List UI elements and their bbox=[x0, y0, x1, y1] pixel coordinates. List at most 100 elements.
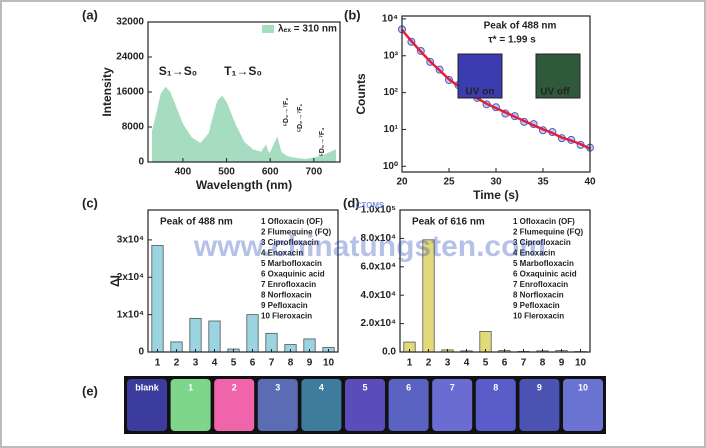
legend-item: 6 Oxaquinic acid bbox=[513, 270, 577, 279]
vial-label: 4 bbox=[319, 382, 324, 392]
vial-label: 2 bbox=[232, 382, 237, 392]
x-tick-label: 7 bbox=[521, 358, 527, 369]
y-tick-label: 0 bbox=[138, 347, 144, 358]
x-tick-label: 5 bbox=[483, 358, 489, 369]
x-tick-label: 500 bbox=[218, 167, 235, 178]
annotation: S₁→S₀ bbox=[159, 64, 197, 78]
y-tick-label: 1x10⁴ bbox=[117, 309, 144, 320]
y-tick-label: 10⁰ bbox=[383, 161, 398, 172]
panel-label: (b) bbox=[344, 7, 361, 22]
fit-line bbox=[401, 29, 591, 150]
bar bbox=[208, 320, 221, 353]
annotation: ⁵D₀→⁷F₄ bbox=[319, 128, 326, 157]
y-tick-label: 10¹ bbox=[384, 124, 399, 135]
vial-photo bbox=[388, 379, 429, 431]
x-tick-label: 10 bbox=[575, 358, 587, 369]
panel: (c) 1 2 3 4 5 6 7 8 9 10 Peak of 488 nm 1 Ofloxacin … bbox=[82, 195, 339, 369]
vial-photo bbox=[301, 379, 342, 431]
x-tick-label: 2 bbox=[174, 358, 180, 369]
panel-label: (e) bbox=[82, 383, 98, 398]
legend-item: 10 Fleroxacin bbox=[513, 312, 564, 321]
panel-label: (a) bbox=[82, 7, 98, 22]
x-tick-label: 600 bbox=[262, 167, 279, 178]
y-tick-label: 16000 bbox=[116, 87, 144, 98]
vial-photo bbox=[214, 379, 255, 431]
annotation: ⁵D₀→⁷F₂ bbox=[283, 98, 290, 127]
x-tick-label: 400 bbox=[175, 167, 192, 178]
annotation: UV on bbox=[466, 87, 495, 98]
x-tick-label: 700 bbox=[305, 167, 322, 178]
legend-item: 9 Pefloxacin bbox=[513, 301, 560, 310]
y-tick-label: 1.0x10⁵ bbox=[361, 205, 397, 216]
panel: (a) λₑₓ = 310 nm 0 8000 16000 24000 32000 400 50… bbox=[82, 7, 341, 192]
x-tick-label: 4 bbox=[212, 358, 218, 369]
vial-photo bbox=[345, 379, 385, 431]
axes-frame bbox=[147, 209, 339, 353]
legend-item: 3 Ciprofloxacin bbox=[261, 238, 319, 247]
legend-item: 5 Marbofloxacin bbox=[261, 259, 322, 268]
vial-label: 3 bbox=[275, 382, 280, 392]
y-tick-label: 2x10⁴ bbox=[117, 272, 144, 283]
y-tick-label: 8000 bbox=[122, 122, 145, 133]
vial-label: 5 bbox=[362, 382, 367, 392]
x-axis-title: Time (s) bbox=[473, 188, 519, 202]
panel-label: (c) bbox=[82, 195, 98, 210]
y-axis-title: Intensity bbox=[100, 67, 114, 117]
vial-label: 10 bbox=[578, 382, 588, 392]
legend-item: 7 Enrofloxacin bbox=[513, 280, 568, 289]
y-tick-label: 32000 bbox=[116, 17, 144, 28]
annotation: Peak of 488 nm bbox=[160, 217, 233, 228]
x-tick-label: 1 bbox=[407, 358, 413, 369]
x-tick-label: 8 bbox=[540, 358, 546, 369]
legend-item: 4 Enoxacin bbox=[261, 249, 303, 258]
x-tick-label: 6 bbox=[250, 358, 256, 369]
x-tick-label: 5 bbox=[231, 358, 237, 369]
x-tick-label: 3 bbox=[445, 358, 451, 369]
x-tick-label: 1 bbox=[155, 358, 161, 369]
vial-photo bbox=[170, 379, 211, 431]
bar bbox=[151, 245, 164, 353]
x-tick-label: 7 bbox=[269, 358, 275, 369]
panel-label: (d) bbox=[343, 195, 360, 210]
legend-item: 4 Enoxacin bbox=[513, 249, 555, 258]
y-tick-label: 3x10⁴ bbox=[117, 235, 144, 246]
y-tick-label: 0 bbox=[138, 157, 144, 168]
y-tick-label: 0.0 bbox=[382, 347, 396, 358]
vial-label: 6 bbox=[406, 382, 411, 392]
x-tick-label: 3 bbox=[193, 358, 199, 369]
legend-item: 1 Ofloxacin (OF) bbox=[513, 217, 575, 226]
x-tick-label: 25 bbox=[443, 177, 455, 188]
annotation: ⁵D₀→⁷F₁ bbox=[297, 104, 304, 133]
axes-frame bbox=[399, 209, 591, 353]
legend-item: 2 Flumequine (FQ) bbox=[513, 228, 584, 237]
x-tick-label: 2 bbox=[426, 358, 432, 369]
vial-label: 1 bbox=[188, 382, 193, 392]
logo: CTOMS bbox=[356, 201, 385, 210]
annotation: UV off bbox=[540, 87, 570, 98]
x-tick-label: 6 bbox=[502, 358, 508, 369]
y-tick-label: 8.0x10⁴ bbox=[360, 233, 396, 244]
y-tick-label: 6.0x10⁴ bbox=[360, 261, 396, 272]
vial-photo bbox=[127, 379, 167, 431]
bar bbox=[189, 317, 202, 353]
legend-text: λₑₓ = 310 nm bbox=[278, 24, 337, 35]
x-tick-label: 40 bbox=[584, 177, 596, 188]
photo-row: (e) blank 1 2 3 4 5 6 7 8 9 10 bbox=[82, 376, 606, 434]
x-axis-title: Wavelength (nm) bbox=[196, 178, 292, 192]
x-tick-label: 4 bbox=[464, 358, 470, 369]
y-tick-label: 10² bbox=[384, 87, 399, 98]
x-tick-label: 9 bbox=[307, 358, 313, 369]
vial-photo bbox=[519, 379, 560, 431]
panel: (b) 10⁰ 10¹ 10² 10³ 10⁴ 20 25 30 35 40 Time (s) Coun… bbox=[344, 7, 596, 202]
legend-item: 9 Pefloxacin bbox=[261, 301, 308, 310]
legend-item: 1 Ofloxacin (OF) bbox=[261, 217, 323, 226]
legend-item: 8 Norfloxacin bbox=[513, 291, 564, 300]
legend-item: 10 Fleroxacin bbox=[261, 312, 312, 321]
y-tick-label: 2.0x10⁴ bbox=[360, 318, 396, 329]
inset-uv-off bbox=[535, 53, 581, 99]
annotation: T₁→S₀ bbox=[224, 64, 262, 78]
x-tick-label: 35 bbox=[537, 177, 549, 188]
legend-item: 2 Flumequine (FQ) bbox=[261, 228, 332, 237]
